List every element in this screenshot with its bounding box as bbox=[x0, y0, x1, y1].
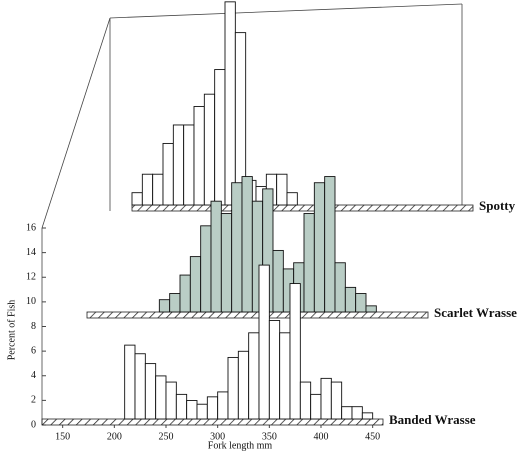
bar bbox=[200, 225, 212, 313]
bar bbox=[189, 256, 202, 313]
y-tick-label: 8 bbox=[31, 321, 36, 332]
y-axis-label: Percent of Fish bbox=[6, 300, 17, 361]
x-tick-label: 250 bbox=[159, 431, 174, 442]
bar bbox=[175, 393, 188, 420]
legend-label: Banded Wrasse bbox=[389, 412, 476, 427]
x-tick-label: 300 bbox=[210, 431, 225, 442]
bar bbox=[131, 192, 143, 206]
x-tick-label: 400 bbox=[314, 431, 329, 442]
y-tick-label: 2 bbox=[31, 395, 36, 406]
bar bbox=[220, 213, 233, 313]
bar bbox=[355, 293, 367, 313]
bar bbox=[231, 182, 243, 313]
y-tick-label: 0 bbox=[31, 419, 36, 430]
bar bbox=[155, 375, 167, 420]
bar bbox=[203, 93, 216, 206]
bar bbox=[152, 173, 164, 206]
bar bbox=[324, 176, 336, 313]
x-axis-label: Fork length mm bbox=[208, 440, 273, 451]
bar bbox=[320, 377, 332, 420]
bar bbox=[224, 1, 236, 206]
bar bbox=[310, 393, 322, 420]
bar bbox=[299, 381, 312, 420]
x-tick-label: 450 bbox=[365, 431, 380, 442]
y-tick-label: 10 bbox=[26, 296, 36, 307]
x-tick-label: 200 bbox=[107, 431, 122, 442]
bar bbox=[276, 173, 288, 206]
bar bbox=[183, 124, 195, 206]
y-tick-label: 14 bbox=[26, 247, 36, 258]
bar bbox=[289, 283, 301, 420]
bar bbox=[206, 396, 219, 420]
bar bbox=[258, 264, 270, 420]
bar bbox=[344, 286, 357, 313]
bar bbox=[272, 249, 284, 313]
bar bbox=[141, 173, 154, 206]
y-tick-label: 6 bbox=[31, 345, 36, 356]
y-tick-label: 4 bbox=[31, 370, 36, 381]
bar bbox=[313, 182, 326, 313]
bar bbox=[214, 69, 226, 206]
bar bbox=[210, 200, 222, 313]
y-tick-label: 16 bbox=[26, 222, 36, 233]
legend-label: Scarlet Wrasse bbox=[434, 305, 517, 320]
bar bbox=[217, 391, 229, 420]
bar bbox=[193, 106, 205, 206]
bar bbox=[134, 353, 146, 420]
bar bbox=[179, 274, 191, 313]
legend-label: Spotty bbox=[479, 198, 516, 213]
platform bbox=[86, 311, 429, 319]
bar bbox=[237, 350, 250, 420]
bar bbox=[334, 262, 346, 313]
y-tick-label: 12 bbox=[26, 272, 36, 283]
bar bbox=[172, 124, 185, 206]
bar bbox=[365, 305, 377, 313]
bar bbox=[227, 356, 239, 420]
bar bbox=[303, 213, 315, 313]
bar bbox=[186, 400, 198, 420]
bar bbox=[351, 406, 363, 420]
bar bbox=[330, 381, 343, 420]
bar bbox=[144, 363, 157, 420]
bar bbox=[341, 406, 353, 420]
bar bbox=[158, 299, 171, 313]
bar bbox=[165, 381, 177, 420]
bar bbox=[248, 332, 260, 420]
bar bbox=[279, 332, 291, 420]
platform bbox=[41, 418, 384, 426]
bar bbox=[169, 293, 181, 313]
bar bbox=[361, 412, 374, 420]
bar bbox=[162, 142, 174, 206]
platform bbox=[131, 204, 474, 212]
bar bbox=[124, 344, 136, 420]
bar bbox=[196, 403, 208, 420]
x-tick-label: 350 bbox=[262, 431, 277, 442]
x-tick-label: 150 bbox=[55, 431, 70, 442]
walls bbox=[41, 3, 463, 425]
bar bbox=[286, 192, 298, 206]
bar bbox=[241, 176, 253, 313]
bar bbox=[268, 320, 281, 420]
